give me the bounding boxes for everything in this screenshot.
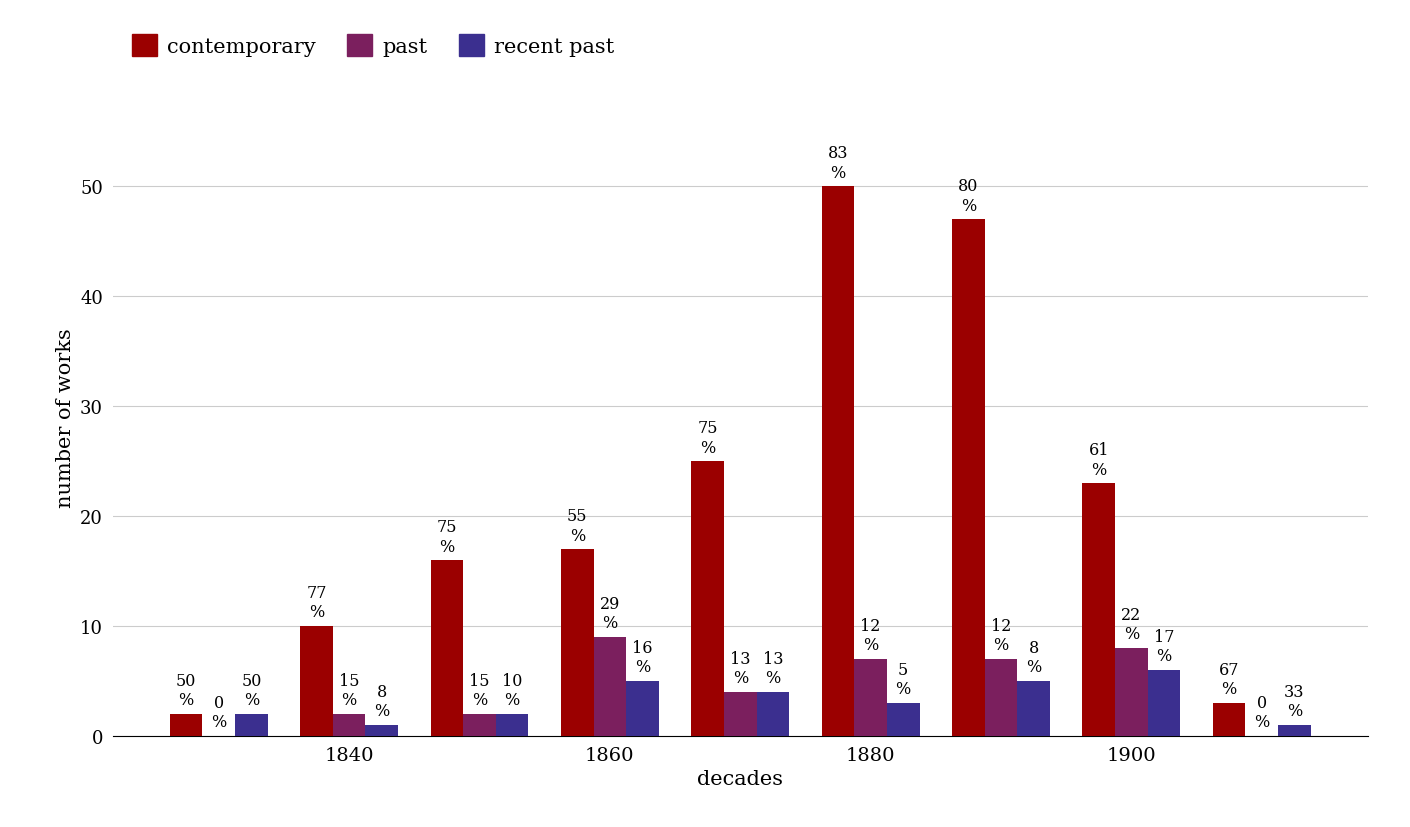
Bar	[984, 659, 1017, 736]
Text: 17
%: 17 %	[1153, 629, 1175, 665]
Text: 0
%: 0 %	[212, 694, 227, 730]
Bar	[691, 461, 723, 736]
Bar	[365, 725, 398, 736]
Bar	[1017, 681, 1050, 736]
Text: 22
%: 22 %	[1121, 606, 1142, 643]
Text: 0
%: 0 %	[1253, 694, 1269, 730]
Text: 55
%: 55 %	[567, 507, 588, 544]
Bar	[1213, 703, 1245, 736]
Y-axis label: number of works: number of works	[55, 327, 75, 508]
Text: 8
%: 8 %	[374, 683, 389, 719]
Bar	[464, 714, 496, 736]
Bar	[822, 187, 854, 736]
Text: 13
%: 13 %	[763, 650, 783, 686]
Bar	[235, 714, 268, 736]
Text: 50
%: 50 %	[176, 672, 196, 709]
Text: 50
%: 50 %	[241, 672, 261, 709]
Bar	[496, 714, 529, 736]
Text: 75
%: 75 %	[698, 419, 718, 456]
Text: 61
%: 61 %	[1089, 442, 1110, 478]
Bar	[1115, 648, 1148, 736]
Bar	[757, 692, 790, 736]
Text: 15
%: 15 %	[338, 672, 360, 709]
Bar	[594, 638, 626, 736]
Bar	[561, 549, 594, 736]
Text: 16
%: 16 %	[632, 639, 653, 676]
Bar	[952, 220, 984, 736]
Bar	[1148, 670, 1180, 736]
Text: 8
%: 8 %	[1026, 639, 1041, 676]
Text: 67
%: 67 %	[1218, 661, 1239, 698]
Bar	[1277, 725, 1311, 736]
Text: 15
%: 15 %	[470, 672, 489, 709]
Bar	[333, 714, 365, 736]
Text: 13
%: 13 %	[730, 650, 750, 686]
Bar	[723, 692, 757, 736]
Text: 83
%: 83 %	[828, 145, 849, 182]
Text: 75
%: 75 %	[437, 519, 457, 555]
Text: 29
%: 29 %	[599, 595, 620, 632]
Bar	[300, 626, 333, 736]
Bar	[430, 561, 464, 736]
Text: 77
%: 77 %	[306, 584, 327, 621]
Bar	[169, 714, 203, 736]
Bar	[854, 659, 887, 736]
Text: 80
%: 80 %	[959, 178, 979, 214]
Text: 12
%: 12 %	[860, 617, 881, 653]
Bar	[887, 703, 919, 736]
Bar	[626, 681, 658, 736]
X-axis label: decades: decades	[698, 769, 783, 788]
Text: 12
%: 12 %	[991, 617, 1011, 653]
Bar	[1083, 484, 1115, 736]
Text: 10
%: 10 %	[502, 672, 522, 709]
Text: 33
%: 33 %	[1285, 683, 1304, 719]
Legend: contemporary, past, recent past: contemporary, past, recent past	[123, 26, 623, 65]
Text: 5
%: 5 %	[895, 661, 911, 698]
